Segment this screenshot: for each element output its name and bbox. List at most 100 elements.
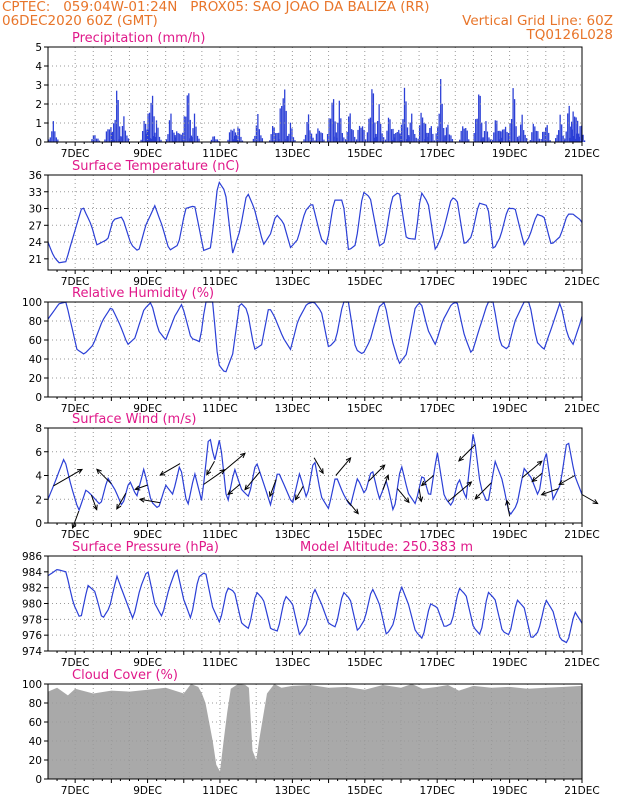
precip-bar: [292, 137, 295, 142]
precip-bar: [543, 131, 545, 142]
precip-bar: [216, 139, 219, 142]
xtick-label: 9DEC: [133, 785, 162, 797]
wind-arrow-head: [318, 468, 324, 475]
precip-bar: [173, 140, 175, 142]
precip-bar: [501, 129, 504, 142]
panel-frame-cloud_cover: [47, 683, 583, 780]
precip-bar: [396, 132, 398, 142]
precip-bar: [92, 135, 95, 142]
precip-bar: [121, 126, 124, 142]
precip-bar: [276, 133, 278, 142]
wind-arrow-shaft: [116, 493, 127, 510]
precip-bar: [534, 126, 536, 142]
precip-bar: [567, 113, 569, 142]
precip-bar: [157, 127, 159, 142]
precip-bar: [512, 88, 514, 142]
precip-bar: [279, 108, 281, 142]
panel-annotation-pressure: Model Altitude: 250.383 m: [300, 540, 473, 555]
precip-bar: [540, 139, 542, 142]
precip-bar: [117, 100, 119, 142]
precip-bar: [375, 133, 377, 142]
precip-bar: [574, 116, 576, 142]
precip-bar: [479, 95, 481, 142]
xtick-label: 7DEC: [61, 403, 90, 415]
xtick-label: 21DEC: [564, 657, 599, 669]
xtick-label: 19DEC: [492, 529, 527, 541]
precip-bar: [215, 139, 217, 142]
precip-bar: [168, 120, 171, 142]
precip-bar: [513, 99, 516, 142]
xtick-label: 19DEC: [492, 785, 527, 797]
precip-bar: [364, 139, 367, 142]
wind-arrow-shaft: [139, 498, 161, 504]
xtick-label: 9DEC: [133, 529, 162, 541]
precip-bar: [393, 133, 395, 142]
wind-arrow-shaft: [474, 482, 492, 500]
precip-bar: [398, 129, 400, 142]
xtick-label: 15DEC: [347, 276, 382, 288]
precip-bar: [503, 129, 505, 142]
wind-arrow-head: [531, 476, 538, 483]
precip-bar: [482, 137, 484, 142]
precip-bar: [582, 134, 584, 142]
ytick-label: 100: [22, 679, 42, 691]
precip-bar: [144, 123, 147, 142]
precip-bar: [355, 139, 358, 142]
wind-arrow-head: [219, 469, 226, 475]
wind-arrow-shaft: [506, 500, 511, 516]
precip-bar: [231, 130, 234, 142]
precip-bar: [152, 136, 155, 142]
precip-bar: [167, 134, 169, 142]
ytick-label: 20: [29, 373, 42, 385]
precip-bar: [341, 133, 343, 142]
ytick-label: 0: [35, 137, 42, 149]
wind-arrow-shaft: [159, 463, 181, 476]
precip-bar: [254, 135, 256, 142]
precip-bar: [51, 131, 53, 142]
wind-arrow-head: [345, 457, 352, 463]
precip-bar: [312, 137, 314, 142]
precip-bar: [441, 103, 443, 142]
ytick-label: 974: [22, 646, 42, 658]
precip-bar: [285, 110, 287, 142]
wind-arrow-shaft: [581, 494, 598, 504]
precip-bar: [148, 112, 151, 142]
ytick-label: 984: [22, 567, 42, 579]
precip-bar: [361, 126, 364, 142]
precip-bar: [328, 118, 330, 142]
precip-bar: [395, 133, 397, 142]
precip-bar: [119, 126, 121, 142]
precip-bar: [524, 134, 526, 142]
wind-arrow-shaft: [295, 485, 304, 500]
precip-bar: [420, 112, 422, 142]
precip-bar: [442, 140, 445, 142]
panel-title-cloud_cover: Cloud Cover (%): [72, 668, 178, 683]
precip-bar: [447, 124, 449, 142]
precip-bar: [546, 125, 548, 142]
wind-arrow-shaft: [223, 452, 246, 472]
precip-bar: [483, 131, 486, 142]
ytick-label: 80: [29, 316, 42, 328]
precip-bar: [475, 119, 477, 142]
precip-bar: [185, 116, 187, 142]
precip-bar: [52, 121, 54, 142]
panel-title-pressure: Surface Pressure (hPa): [72, 540, 219, 555]
ytick-label: 36: [29, 170, 43, 182]
xtick-label: 17DEC: [419, 785, 454, 797]
precip-bar: [351, 129, 353, 142]
ytick-label: 1: [35, 118, 42, 130]
precip-bar: [402, 119, 404, 142]
precip-bar: [555, 138, 557, 142]
precip-bar: [218, 140, 220, 142]
precip-bar: [284, 89, 286, 142]
precip-bar: [176, 131, 178, 142]
precip-bar: [282, 98, 284, 142]
ytick-label: 2: [35, 494, 42, 506]
precip-bar: [473, 133, 475, 142]
precip-bar: [411, 113, 413, 142]
panel-frame-humidity: [47, 301, 583, 398]
precip-bar: [108, 129, 111, 142]
precip-bar: [406, 127, 409, 142]
precip-bar: [509, 123, 511, 142]
precip-bar: [378, 104, 380, 142]
